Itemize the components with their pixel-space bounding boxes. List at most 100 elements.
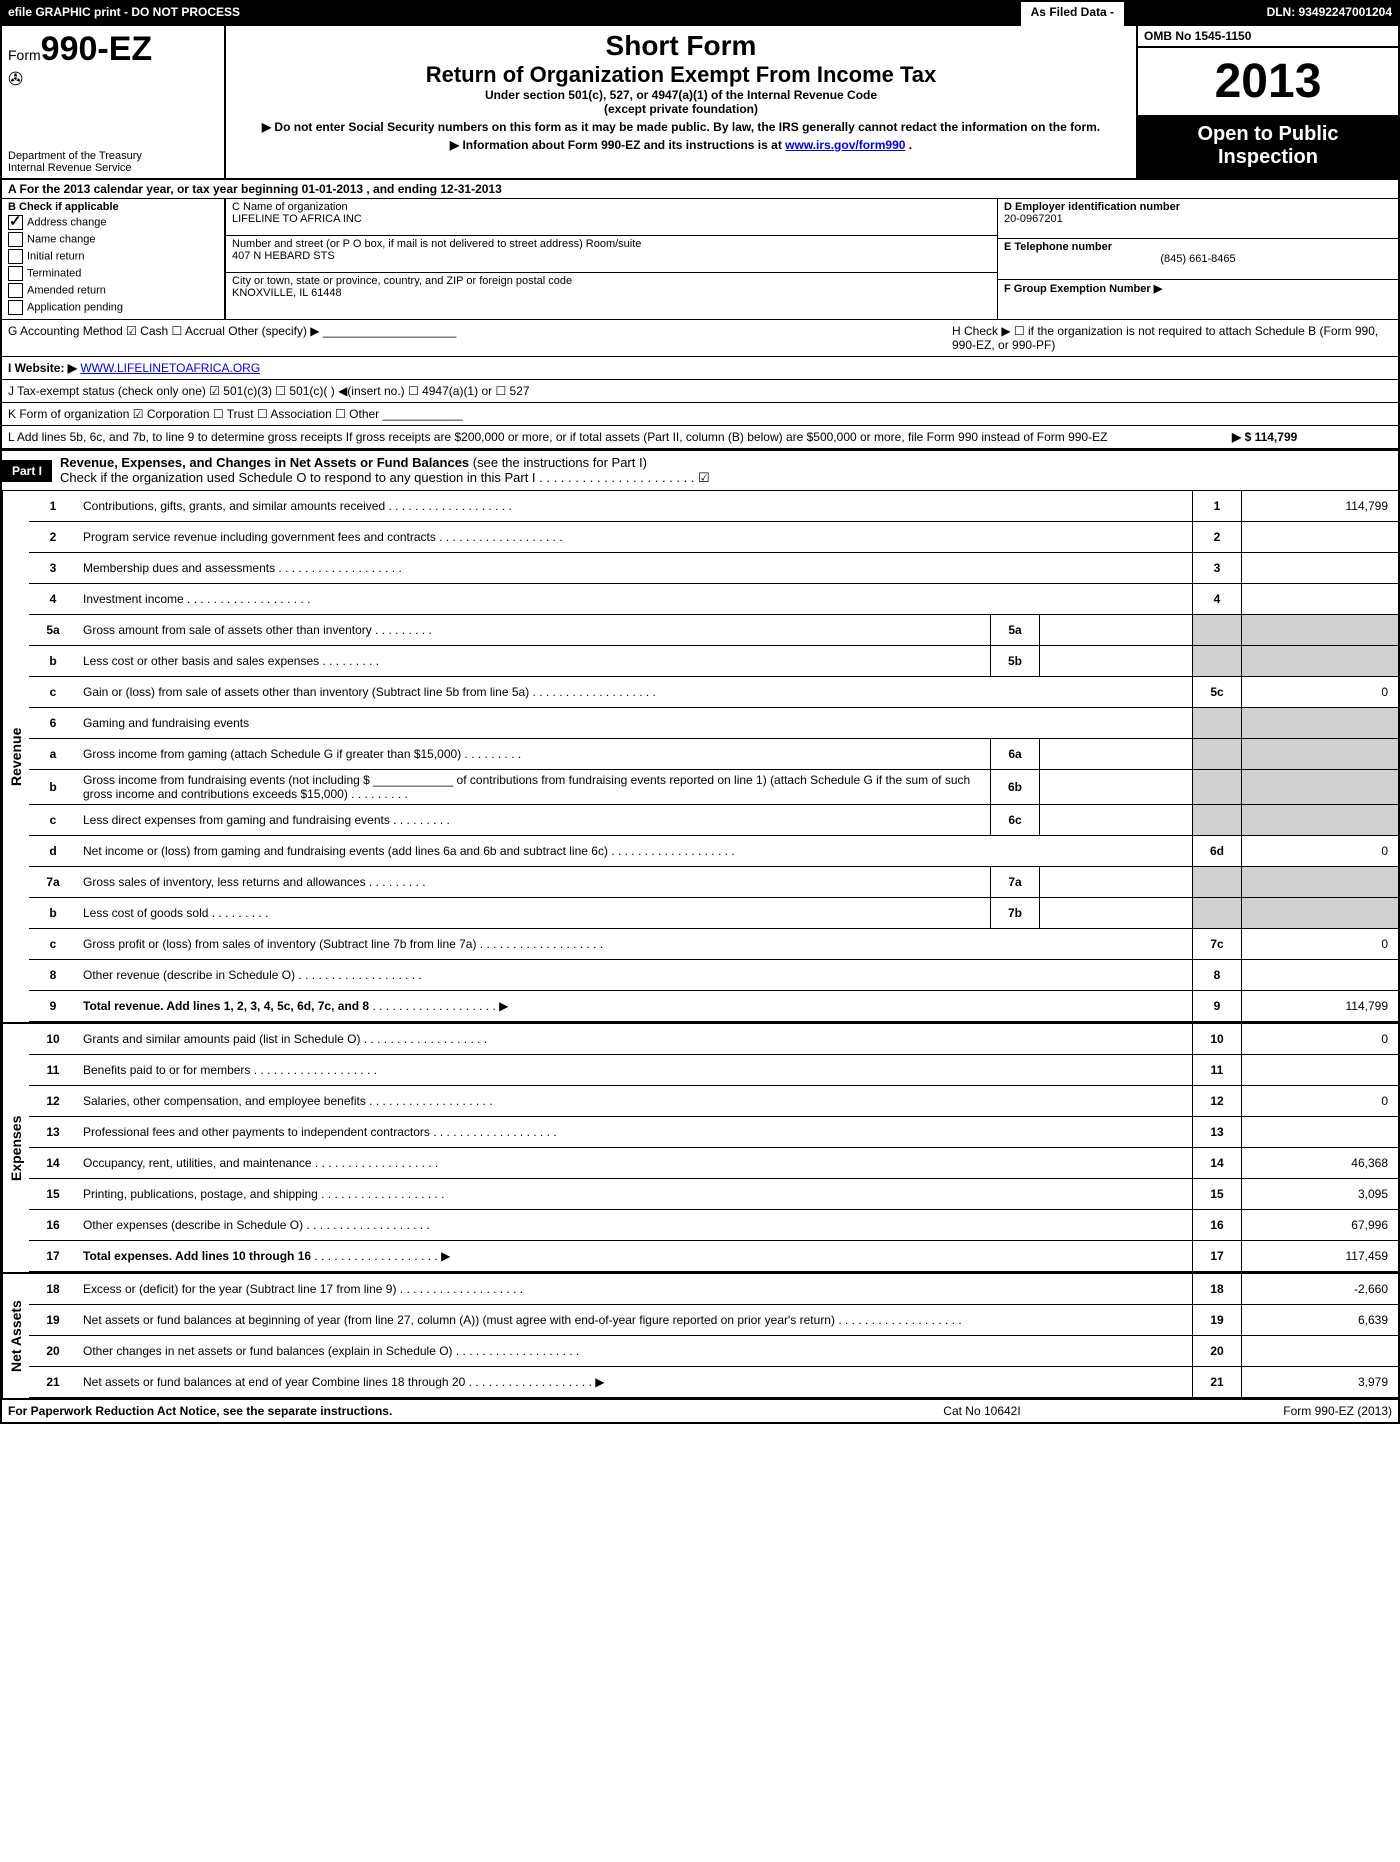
mid-rows: G Accounting Method ☑ Cash ☐ Accrual Oth…	[2, 320, 1398, 449]
line-row: 5aGross amount from sale of assets other…	[29, 615, 1398, 646]
line-amount	[1242, 805, 1399, 836]
line-midnum: 7a	[991, 867, 1040, 898]
line-midval	[1040, 739, 1193, 770]
line-row: 2Program service revenue including gover…	[29, 522, 1398, 553]
line-num: 18	[29, 1274, 77, 1305]
checkbox-option: Address change	[8, 215, 218, 230]
top-bar-left: efile GRAPHIC print - DO NOT PROCESS	[2, 2, 1019, 26]
line-num: c	[29, 677, 77, 708]
line-row: bLess cost or other basis and sales expe…	[29, 646, 1398, 677]
line-boxnum: 3	[1193, 553, 1242, 584]
line-boxnum	[1193, 770, 1242, 805]
line-boxnum	[1193, 708, 1242, 739]
line-desc: Gross income from gaming (attach Schedul…	[77, 739, 991, 770]
line-desc: Other changes in net assets or fund bala…	[77, 1336, 1193, 1367]
netassets-section: Net Assets 18Excess or (deficit) for the…	[2, 1272, 1398, 1398]
line-amount	[1242, 1117, 1399, 1148]
row-g-h: G Accounting Method ☑ Cash ☐ Accrual Oth…	[2, 320, 1398, 357]
info-note-prefix: ▶ Information about Form 990-EZ and its …	[450, 138, 785, 152]
line-row: 1Contributions, gifts, grants, and simil…	[29, 491, 1398, 522]
d-label: D Employer identification number	[1004, 201, 1392, 213]
part-1-title: Revenue, Expenses, and Changes in Net As…	[52, 451, 718, 490]
line-boxnum: 15	[1193, 1179, 1242, 1210]
line-num: 4	[29, 584, 77, 615]
line-desc: Investment income . . . . . . . . . . . …	[77, 584, 1193, 615]
line-num: 17	[29, 1241, 77, 1272]
line-amount	[1242, 646, 1399, 677]
open-line2: Inspection	[1144, 146, 1392, 169]
line-midnum: 7b	[991, 898, 1040, 929]
line-amount: 0	[1242, 677, 1399, 708]
netassets-side-label: Net Assets	[2, 1274, 29, 1398]
line-amount	[1242, 584, 1399, 615]
row-i: I Website: ▶ WWW.LIFELINETOAFRICA.ORG	[2, 357, 1398, 380]
line-desc: Occupancy, rent, utilities, and maintena…	[77, 1148, 1193, 1179]
line-row: cGain or (loss) from sale of assets othe…	[29, 677, 1398, 708]
row-l: L Add lines 5b, 6c, and 7b, to line 9 to…	[2, 426, 1398, 449]
line-boxnum: 17	[1193, 1241, 1242, 1272]
line-desc: Total revenue. Add lines 1, 2, 3, 4, 5c,…	[77, 991, 1193, 1022]
box-b-label: B Check if applicable	[8, 201, 218, 213]
line-row: 9Total revenue. Add lines 1, 2, 3, 4, 5c…	[29, 991, 1398, 1022]
irs-form990-link[interactable]: www.irs.gov/form990	[785, 138, 905, 152]
top-bar: efile GRAPHIC print - DO NOT PROCESS As …	[2, 2, 1398, 26]
line-boxnum: 7c	[1193, 929, 1242, 960]
c-label: C Name of organization	[232, 201, 991, 213]
line-num: 7a	[29, 867, 77, 898]
phone: (845) 661-8465	[1004, 253, 1392, 265]
form-prefix: Form	[8, 47, 41, 63]
footer-left: For Paperwork Reduction Act Notice, see …	[8, 1404, 832, 1418]
header-right: OMB No 1545-1150 2013 Open to Public Ins…	[1136, 26, 1398, 178]
line-amount: 114,799	[1242, 991, 1399, 1022]
line-num: 2	[29, 522, 77, 553]
line-desc: Gross profit or (loss) from sales of inv…	[77, 929, 1193, 960]
line-boxnum: 11	[1193, 1055, 1242, 1086]
line-amount	[1242, 867, 1399, 898]
line-midnum: 5b	[991, 646, 1040, 677]
row-h: H Check ▶ ☐ if the organization is not r…	[952, 324, 1392, 352]
e-label: E Telephone number	[1004, 241, 1392, 253]
group-exemption-cell: F Group Exemption Number ▶	[998, 280, 1398, 319]
website-link[interactable]: WWW.LIFELINETOAFRICA.ORG	[80, 361, 260, 375]
line-boxnum: 19	[1193, 1305, 1242, 1336]
line-num: a	[29, 739, 77, 770]
line-row: 4Investment income . . . . . . . . . . .…	[29, 584, 1398, 615]
line-desc: Printing, publications, postage, and shi…	[77, 1179, 1193, 1210]
revenue-section: Revenue 1Contributions, gifts, grants, a…	[2, 491, 1398, 1022]
line-desc: Salaries, other compensation, and employ…	[77, 1086, 1193, 1117]
part-1-header: Part I Revenue, Expenses, and Changes in…	[2, 449, 1398, 491]
line-amount: 46,368	[1242, 1148, 1399, 1179]
line-desc: Net assets or fund balances at beginning…	[77, 1305, 1193, 1336]
line-num: 11	[29, 1055, 77, 1086]
line-row: 3Membership dues and assessments . . . .…	[29, 553, 1398, 584]
footer: For Paperwork Reduction Act Notice, see …	[2, 1398, 1398, 1422]
line-desc: Grants and similar amounts paid (list in…	[77, 1024, 1193, 1055]
ein-cell: D Employer identification number 20-0967…	[998, 199, 1398, 239]
line-row: bGross income from fundraising events (n…	[29, 770, 1398, 805]
line-amount	[1242, 522, 1399, 553]
line-num: 14	[29, 1148, 77, 1179]
line-row: 20Other changes in net assets or fund ba…	[29, 1336, 1398, 1367]
line-amount	[1242, 898, 1399, 929]
line-row: 19Net assets or fund balances at beginni…	[29, 1305, 1398, 1336]
efile-icon: ✇	[8, 69, 218, 90]
checkbox-icon	[8, 232, 23, 247]
line-amount: 0	[1242, 929, 1399, 960]
line-boxnum: 12	[1193, 1086, 1242, 1117]
line-boxnum: 13	[1193, 1117, 1242, 1148]
line-num: 8	[29, 960, 77, 991]
line-desc: Contributions, gifts, grants, and simila…	[77, 491, 1193, 522]
line-num: 19	[29, 1305, 77, 1336]
form-number-box: Form990-EZ ✇ Department of the Treasury …	[2, 26, 226, 178]
checkbox-option: Name change	[8, 232, 218, 247]
line-desc: Professional fees and other payments to …	[77, 1117, 1193, 1148]
line-num: 9	[29, 991, 77, 1022]
line-num: 20	[29, 1336, 77, 1367]
line-row: 8Other revenue (describe in Schedule O) …	[29, 960, 1398, 991]
form-number: 990-EZ	[41, 30, 153, 68]
line-boxnum: 5c	[1193, 677, 1242, 708]
line-amount	[1242, 960, 1399, 991]
section-b-through-f: B Check if applicable Address change Name…	[2, 199, 1398, 320]
line-row: 10Grants and similar amounts paid (list …	[29, 1024, 1398, 1055]
line-row: aGross income from gaming (attach Schedu…	[29, 739, 1398, 770]
